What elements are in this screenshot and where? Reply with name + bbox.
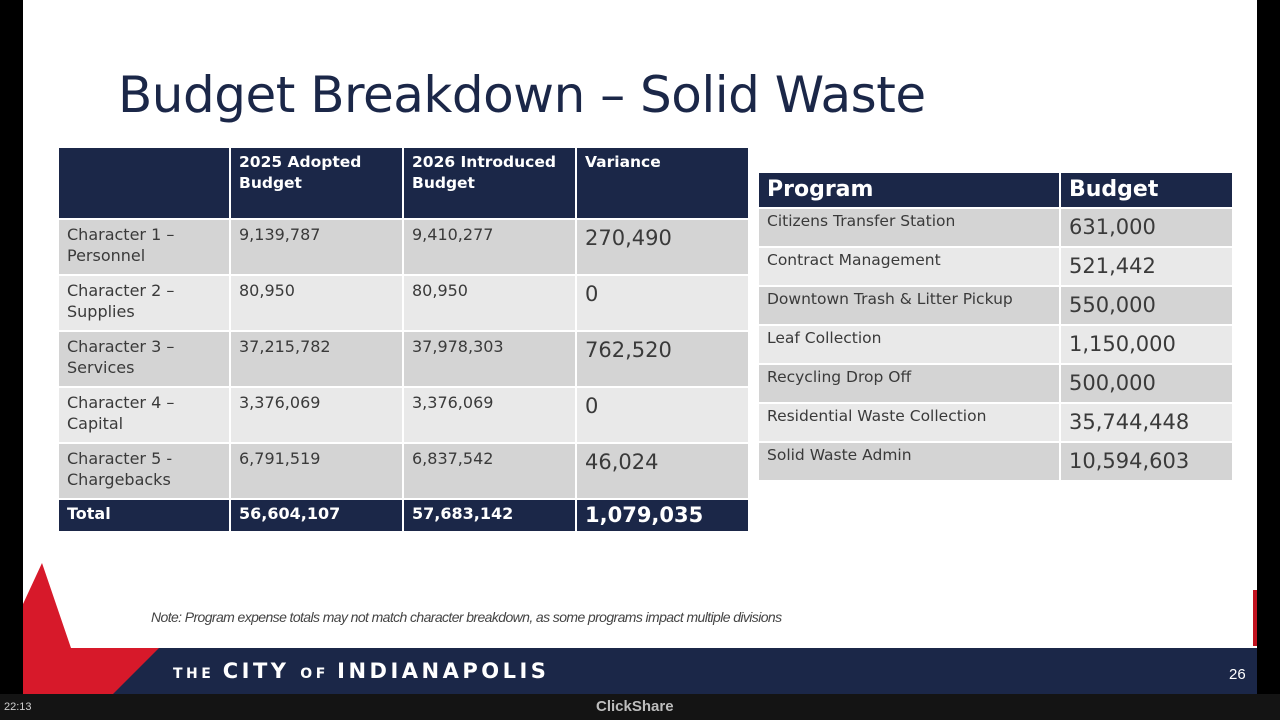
program-budget-table: Program Budget Citizens Transfer Station…: [757, 171, 1234, 482]
program-budget: 521,442: [1061, 248, 1232, 285]
clickshare-label: ClickShare: [596, 698, 674, 715]
header-variance: Variance: [577, 148, 748, 218]
introduced-2026-cell: 3,376,069: [404, 388, 575, 442]
header-program: Program: [759, 173, 1059, 207]
table-row: Character 4 – Capital 3,376,069 3,376,06…: [59, 388, 748, 442]
table-row: Leaf Collection 1,150,000: [759, 326, 1232, 363]
table-row: Character 5 - Chargebacks 6,791,519 6,83…: [59, 444, 748, 498]
program-name: Citizens Transfer Station: [759, 209, 1059, 246]
table-header-row: 2025 Adopted Budget 2026 Introduced Budg…: [59, 148, 748, 218]
table-row: Contract Management 521,442: [759, 248, 1232, 285]
variance-cell: 0: [577, 388, 748, 442]
character-budget-table: 2025 Adopted Budget 2026 Introduced Budg…: [57, 146, 750, 533]
header-budget: Budget: [1061, 173, 1232, 207]
table-header-row: Program Budget: [759, 173, 1232, 207]
introduced-2026-cell: 9,410,277: [404, 220, 575, 274]
adopted-2025-cell: 9,139,787: [231, 220, 402, 274]
header-2025-adopted: 2025 Adopted Budget: [231, 148, 402, 218]
brand-indianapolis: INDIANAPOLIS: [337, 659, 550, 683]
table-row: Citizens Transfer Station 631,000: [759, 209, 1232, 246]
character-label: Character 5 - Chargebacks: [59, 444, 229, 498]
variance-cell: 270,490: [577, 220, 748, 274]
table-row: Character 3 – Services 37,215,782 37,978…: [59, 332, 748, 386]
header-empty-cell: [59, 148, 229, 218]
adopted-2025-cell: 3,376,069: [231, 388, 402, 442]
variance-cell: 0: [577, 276, 748, 330]
table-row: Solid Waste Admin 10,594,603: [759, 443, 1232, 480]
program-budget: 631,000: [1061, 209, 1232, 246]
slide-title: Budget Breakdown – Solid Waste: [118, 66, 926, 124]
presentation-slide: Budget Breakdown – Solid Waste 2025 Adop…: [23, 0, 1257, 694]
character-label: Character 3 – Services: [59, 332, 229, 386]
program-name: Residential Waste Collection: [759, 404, 1059, 441]
total-row: Total 56,604,107 57,683,142 1,079,035: [59, 500, 748, 531]
program-name: Solid Waste Admin: [759, 443, 1059, 480]
program-name: Downtown Trash & Litter Pickup: [759, 287, 1059, 324]
program-name: Recycling Drop Off: [759, 365, 1059, 402]
brand-of: OF: [300, 666, 338, 682]
total-adopted-2025: 56,604,107: [231, 500, 402, 531]
program-name: Leaf Collection: [759, 326, 1059, 363]
table-row: Character 1 – Personnel 9,139,787 9,410,…: [59, 220, 748, 274]
clock-text: 22:13: [4, 701, 32, 713]
program-budget: 10,594,603: [1061, 443, 1232, 480]
header-2026-introduced: 2026 Introduced Budget: [404, 148, 575, 218]
adopted-2025-cell: 80,950: [231, 276, 402, 330]
table-row: Residential Waste Collection 35,744,448: [759, 404, 1232, 441]
character-label: Character 2 – Supplies: [59, 276, 229, 330]
introduced-2026-cell: 37,978,303: [404, 332, 575, 386]
variance-cell: 46,024: [577, 444, 748, 498]
program-budget: 1,150,000: [1061, 326, 1232, 363]
variance-cell: 762,520: [577, 332, 748, 386]
red-triangle-decoration: [23, 563, 159, 694]
brand-the: THE: [173, 666, 223, 682]
adopted-2025-cell: 6,791,519: [231, 444, 402, 498]
program-budget: 550,000: [1061, 287, 1232, 324]
introduced-2026-cell: 6,837,542: [404, 444, 575, 498]
table-row: Downtown Trash & Litter Pickup 550,000: [759, 287, 1232, 324]
footer-bar: [23, 648, 1257, 694]
character-label: Character 4 – Capital: [59, 388, 229, 442]
clickshare-status-bar: [0, 694, 1280, 720]
total-introduced-2026: 57,683,142: [404, 500, 575, 531]
footnote: Note: Program expense totals may not mat…: [151, 609, 782, 625]
red-accent-bar: [1253, 590, 1257, 646]
city-of-indianapolis-logo: THE CITY OF INDIANAPOLIS: [173, 659, 549, 683]
character-label: Character 1 – Personnel: [59, 220, 229, 274]
brand-city: CITY: [222, 659, 301, 683]
adopted-2025-cell: 37,215,782: [231, 332, 402, 386]
total-label: Total: [59, 500, 229, 531]
table-row: Character 2 – Supplies 80,950 80,950 0: [59, 276, 748, 330]
program-budget: 500,000: [1061, 365, 1232, 402]
introduced-2026-cell: 80,950: [404, 276, 575, 330]
program-name: Contract Management: [759, 248, 1059, 285]
page-number: 26: [1229, 666, 1246, 683]
total-variance: 1,079,035: [577, 500, 748, 531]
table-row: Recycling Drop Off 500,000: [759, 365, 1232, 402]
program-budget: 35,744,448: [1061, 404, 1232, 441]
